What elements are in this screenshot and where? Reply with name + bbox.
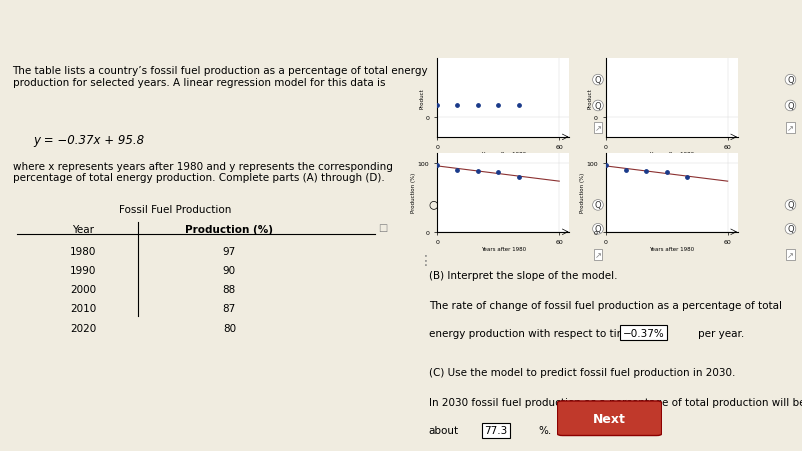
Text: A.: A. <box>464 76 474 86</box>
Point <box>431 102 444 110</box>
Y-axis label: Production (%): Production (%) <box>411 173 416 213</box>
X-axis label: Years after 1980: Years after 1980 <box>480 246 526 251</box>
Text: ↗: ↗ <box>787 124 794 133</box>
Text: In 2030 fossil fuel production as a percentage of total production will be: In 2030 fossil fuel production as a perc… <box>428 397 802 407</box>
Point <box>660 169 673 176</box>
Text: 1980: 1980 <box>71 247 96 257</box>
Text: ↗: ↗ <box>787 251 794 260</box>
Point <box>512 102 525 110</box>
Text: (B) Interpret the slope of the model.: (B) Interpret the slope of the model. <box>428 271 617 281</box>
Point <box>681 174 694 181</box>
Text: 2020: 2020 <box>71 323 96 333</box>
Text: ◉ D.: ◉ D. <box>621 199 646 209</box>
Y-axis label: Product: Product <box>419 88 424 108</box>
Point <box>640 168 653 175</box>
Point <box>472 168 484 175</box>
Point <box>451 102 464 110</box>
X-axis label: Years after 1980: Years after 1980 <box>649 246 695 251</box>
Text: per year.: per year. <box>698 328 744 338</box>
Text: 77.3: 77.3 <box>484 425 508 435</box>
Text: Q: Q <box>594 201 602 210</box>
Text: about: about <box>428 425 459 435</box>
Text: ⋮: ⋮ <box>419 253 433 267</box>
Text: 88: 88 <box>223 285 236 295</box>
Text: 80: 80 <box>223 323 236 333</box>
Text: Q: Q <box>787 225 794 234</box>
Text: ↗: ↗ <box>594 251 602 260</box>
Text: where x represents years after 1980 and y represents the corresponding
percentag: where x represents years after 1980 and … <box>13 161 392 183</box>
Text: B.: B. <box>656 76 667 86</box>
Text: (C) Use the model to predict fossil fuel production in 2030.: (C) Use the model to predict fossil fuel… <box>428 368 735 377</box>
Text: 1990: 1990 <box>71 266 96 276</box>
Point <box>512 174 525 181</box>
Point <box>431 162 444 169</box>
Text: 90: 90 <box>223 266 236 276</box>
Point <box>451 167 464 174</box>
Text: y = −0.37x + 95.8: y = −0.37x + 95.8 <box>34 133 144 147</box>
Text: The rate of change of fossil fuel production as a percentage of total: The rate of change of fossil fuel produc… <box>428 300 782 310</box>
Text: □: □ <box>379 223 388 233</box>
Point <box>619 167 632 174</box>
Text: Q: Q <box>787 102 794 111</box>
Text: %.: %. <box>538 425 552 435</box>
FancyBboxPatch shape <box>557 401 662 436</box>
Text: 87: 87 <box>223 304 236 314</box>
Text: Year: Year <box>72 225 95 235</box>
Text: ○ C.: ○ C. <box>428 199 453 209</box>
Text: energy production with respect to time is: energy production with respect to time i… <box>428 328 645 338</box>
Text: Q: Q <box>594 225 602 234</box>
Text: Q: Q <box>594 102 602 111</box>
Text: 2010: 2010 <box>71 304 96 314</box>
Text: Q: Q <box>787 201 794 210</box>
Y-axis label: Production (%): Production (%) <box>580 173 585 213</box>
Point <box>492 169 504 176</box>
Text: 2000: 2000 <box>71 285 96 295</box>
Point <box>599 162 612 169</box>
Text: Q: Q <box>787 76 794 85</box>
Point <box>472 102 484 110</box>
Text: The table lists a country’s fossil fuel production as a percentage of total ener: The table lists a country’s fossil fuel … <box>13 66 428 87</box>
Text: 97: 97 <box>223 247 236 257</box>
Text: Q: Q <box>594 76 602 85</box>
Text: Fossil Fuel Production: Fossil Fuel Production <box>119 205 231 215</box>
Text: ↗: ↗ <box>594 124 602 133</box>
Text: Next: Next <box>593 412 626 425</box>
X-axis label: Years after 1980: Years after 1980 <box>649 152 695 156</box>
Point <box>492 102 504 110</box>
Y-axis label: Product: Product <box>588 88 593 108</box>
Text: −0.37%: −0.37% <box>623 328 665 338</box>
X-axis label: Years after 1980: Years after 1980 <box>480 152 526 156</box>
Text: Production (%): Production (%) <box>185 225 273 235</box>
